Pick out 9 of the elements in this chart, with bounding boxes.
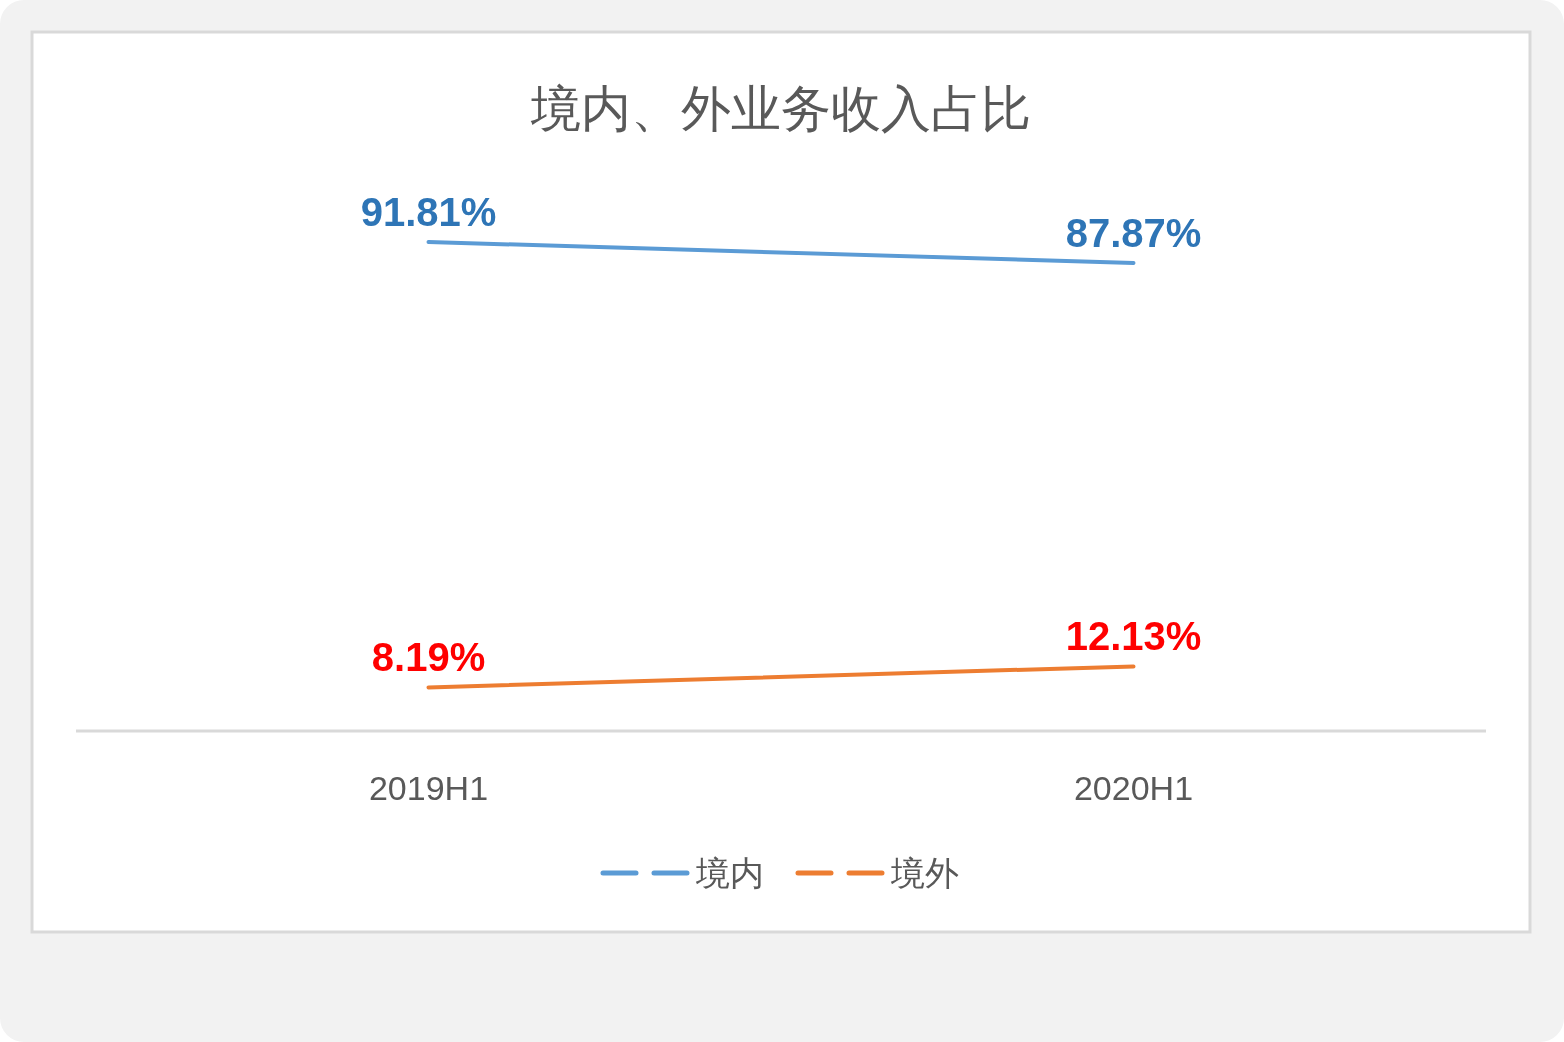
legend-label: 境外 (890, 854, 959, 892)
chart-title: 境内、外业务收入占比 (530, 81, 1031, 137)
data-label: 91.81% (360, 190, 497, 234)
x-tick-label: 2020H1 (1073, 769, 1194, 807)
data-label: 12.13% (1065, 614, 1202, 659)
data-label: 87.87% (1065, 210, 1202, 255)
x-tick-label: 2019H1 (368, 769, 489, 807)
data-label: 8.19% (371, 635, 486, 680)
legend-label: 境内 (695, 854, 764, 892)
